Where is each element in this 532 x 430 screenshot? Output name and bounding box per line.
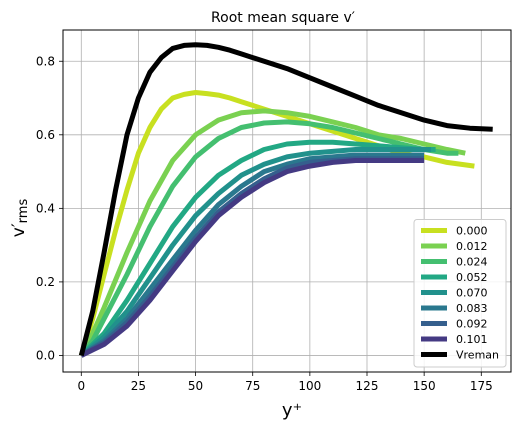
x-tick-label: 75: [245, 379, 260, 393]
svg-text:v′rms: v′rms: [9, 199, 31, 238]
legend-box: [413, 219, 507, 368]
x-axis-label: y⁺: [282, 400, 302, 421]
legend-label: 0.101: [456, 333, 488, 346]
y-tick-label: 0.6: [36, 128, 55, 142]
legend-label: 0.024: [456, 256, 488, 269]
series-line-0-052: [79, 139, 436, 358]
y-tick-label: 0.0: [36, 348, 55, 362]
series-line-0-024: [79, 119, 459, 358]
x-tick-label: 175: [470, 379, 493, 393]
x-tick-label: 100: [298, 379, 321, 393]
y-axis-label-subscript: rms: [16, 199, 31, 224]
legend-label: 0.092: [456, 318, 488, 331]
series-line-0-101: [80, 158, 425, 358]
legend-label: 0.052: [456, 271, 488, 284]
x-tick-label: 25: [131, 379, 146, 393]
x-tick-label: 150: [413, 379, 436, 393]
legend: 0.000 0.012 0.024 0.052 0.070 0.083 0.092 0.101…: [413, 219, 507, 368]
y-axis-label-main: v′: [9, 223, 29, 237]
y-tick-label: 0.2: [36, 275, 55, 289]
y-tick-label: 0.8: [36, 54, 55, 68]
chart-title: Root mean square v′: [211, 10, 355, 26]
plot-frame: [62, 29, 512, 373]
legend-label: 0.000: [456, 225, 488, 238]
series-line-0-070: [79, 147, 431, 358]
series-line-vreman: [78, 42, 493, 357]
legend-label: 0.012: [456, 240, 488, 253]
x-tick-label: 50: [188, 379, 203, 393]
axes: 0 25 50 75 100 125 150 175 0.0 0.2 0.4 0.6 0.8: [36, 54, 493, 393]
series-lines: [78, 42, 493, 358]
x-tick-label: 125: [356, 379, 379, 393]
y-tick-label: 0.4: [36, 201, 55, 215]
y-axis-label: v′rms: [9, 199, 31, 238]
legend-label: 0.070: [456, 287, 488, 300]
legend-label: 0.083: [456, 302, 488, 315]
series-line-0-012: [79, 108, 466, 357]
x-tick-label: 0: [77, 379, 85, 393]
legend-label: Vreman: [456, 349, 499, 362]
